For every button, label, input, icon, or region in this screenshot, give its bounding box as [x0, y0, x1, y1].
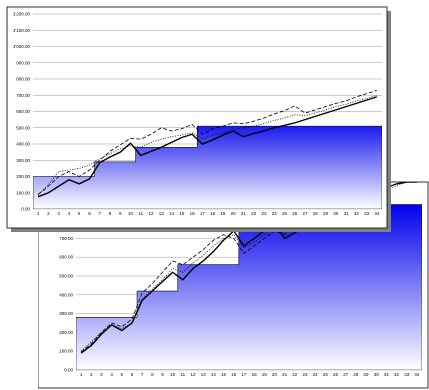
x-tick-label: 11 — [181, 372, 186, 377]
x-tick-label: 25 — [323, 372, 329, 377]
x-tick-label: 27 — [343, 372, 349, 377]
x-tick-label: 34 — [374, 211, 380, 216]
x-tick-label: 33 — [364, 211, 370, 216]
x-tick-label: 6 — [88, 211, 91, 216]
x-tick-label: 22 — [292, 372, 298, 377]
x-tick-label: 30 — [333, 211, 339, 216]
x-tick-label: 34 — [414, 372, 420, 377]
x-tick-label: 19 — [220, 211, 226, 216]
y-tick-label: 400.00 — [16, 142, 30, 147]
y-tick-label: 0.00 — [64, 368, 73, 373]
x-tick-label: 26 — [333, 372, 339, 377]
x-tick-label: 20 — [231, 211, 237, 216]
chart-front: 0.00 100.00 200.00 300.00 400.00 500.00 600.00… — [6, 6, 391, 232]
x-tick-label: 3 — [57, 211, 60, 216]
y-tick-label: 100.00 — [59, 349, 73, 354]
x-tick-label: 11 — [138, 211, 143, 216]
x-tick-label: 4 — [110, 372, 113, 377]
x-tick-label: 6 — [131, 372, 134, 377]
series-line-dashed — [80, 182, 417, 353]
x-tick-label: 31 — [344, 211, 350, 216]
y-tick-label: 1'200.00 — [13, 12, 31, 17]
y-tick-label: 200.00 — [59, 330, 73, 335]
y-tick-label: 600.00 — [16, 109, 30, 114]
y-tick-label: 500.00 — [59, 274, 73, 279]
x-tick-label: 26 — [292, 211, 298, 216]
x-tick-label: 27 — [303, 211, 309, 216]
x-tick-label: 28 — [353, 372, 359, 377]
y-tick-label: 200.00 — [16, 174, 30, 179]
y-tick-label: 1'000.00 — [13, 44, 31, 49]
x-tick-label: 24 — [313, 372, 319, 377]
x-tick-label: 7 — [98, 211, 101, 216]
x-tick-label: 21 — [241, 211, 247, 216]
x-tick-label: 5 — [121, 372, 124, 377]
x-tick-label: 1 — [80, 372, 83, 377]
y-tick-label: 700.00 — [16, 93, 30, 98]
y-tick-label: 100.00 — [16, 190, 30, 195]
x-tick-label: 10 — [170, 372, 176, 377]
x-tick-label: 14 — [169, 211, 175, 216]
x-tick-label: 23 — [261, 211, 267, 216]
x-tick-label: 29 — [364, 372, 370, 377]
x-tick-label: 5 — [78, 211, 81, 216]
x-tick-label: 15 — [179, 211, 185, 216]
x-tick-label: 2 — [90, 372, 93, 377]
x-tick-label: 9 — [161, 372, 164, 377]
x-tick-label: 30 — [374, 372, 380, 377]
x-tick-label: 25 — [282, 211, 288, 216]
y-tick-label: 900.00 — [16, 60, 30, 65]
x-tick-label: 7 — [141, 372, 144, 377]
x-tick-label: 21 — [282, 372, 288, 377]
x-tick-label: 14 — [211, 372, 217, 377]
x-tick-label: 1 — [37, 211, 40, 216]
x-tick-label: 2 — [47, 211, 50, 216]
y-tick-label: 500.00 — [16, 125, 30, 130]
x-tick-label: 24 — [272, 211, 278, 216]
y-tick-label: 600.00 — [59, 255, 73, 260]
x-tick-label: 10 — [128, 211, 134, 216]
y-tick-label: 1'100.00 — [13, 28, 31, 33]
x-tick-label: 17 — [241, 372, 247, 377]
x-tick-label: 33 — [404, 372, 410, 377]
series-line-solid — [37, 96, 378, 198]
x-tick-label: 32 — [394, 372, 400, 377]
y-tick-label: 0.00 — [21, 207, 30, 212]
x-tick-label: 8 — [151, 372, 154, 377]
y-tick-label: 300.00 — [59, 311, 73, 316]
x-tick-label: 8 — [109, 211, 112, 216]
x-tick-label: 17 — [200, 211, 206, 216]
x-tick-label: 16 — [231, 372, 237, 377]
x-tick-label: 15 — [221, 372, 227, 377]
x-tick-label: 3 — [100, 372, 103, 377]
y-tick-label: 300.00 — [16, 158, 30, 163]
x-tick-label: 18 — [252, 372, 258, 377]
series-line-dashed — [37, 89, 377, 195]
x-tick-label: 13 — [201, 372, 207, 377]
x-tick-label: 20 — [272, 372, 278, 377]
x-tick-label: 28 — [313, 211, 319, 216]
x-tick-label: 18 — [210, 211, 216, 216]
y-tick-label: 400.00 — [59, 292, 73, 297]
x-tick-label: 4 — [68, 211, 71, 216]
x-tick-label: 12 — [149, 211, 155, 216]
y-tick-label: 800.00 — [16, 77, 30, 82]
x-tick-label: 22 — [251, 211, 257, 216]
x-tick-label: 12 — [191, 372, 197, 377]
x-tick-label: 16 — [190, 211, 196, 216]
x-tick-label: 31 — [384, 372, 390, 377]
x-tick-label: 19 — [262, 372, 268, 377]
series-line-dotted — [37, 94, 377, 196]
x-tick-label: 29 — [323, 211, 329, 216]
x-tick-label: 32 — [354, 211, 360, 216]
y-tick-label: 700.00 — [59, 236, 73, 241]
x-tick-label: 13 — [159, 211, 165, 216]
x-tick-label: 9 — [119, 211, 122, 216]
x-tick-label: 23 — [302, 372, 308, 377]
chart-front-svg: 0.00 100.00 200.00 300.00 400.00 500.00 600.00… — [6, 6, 391, 232]
